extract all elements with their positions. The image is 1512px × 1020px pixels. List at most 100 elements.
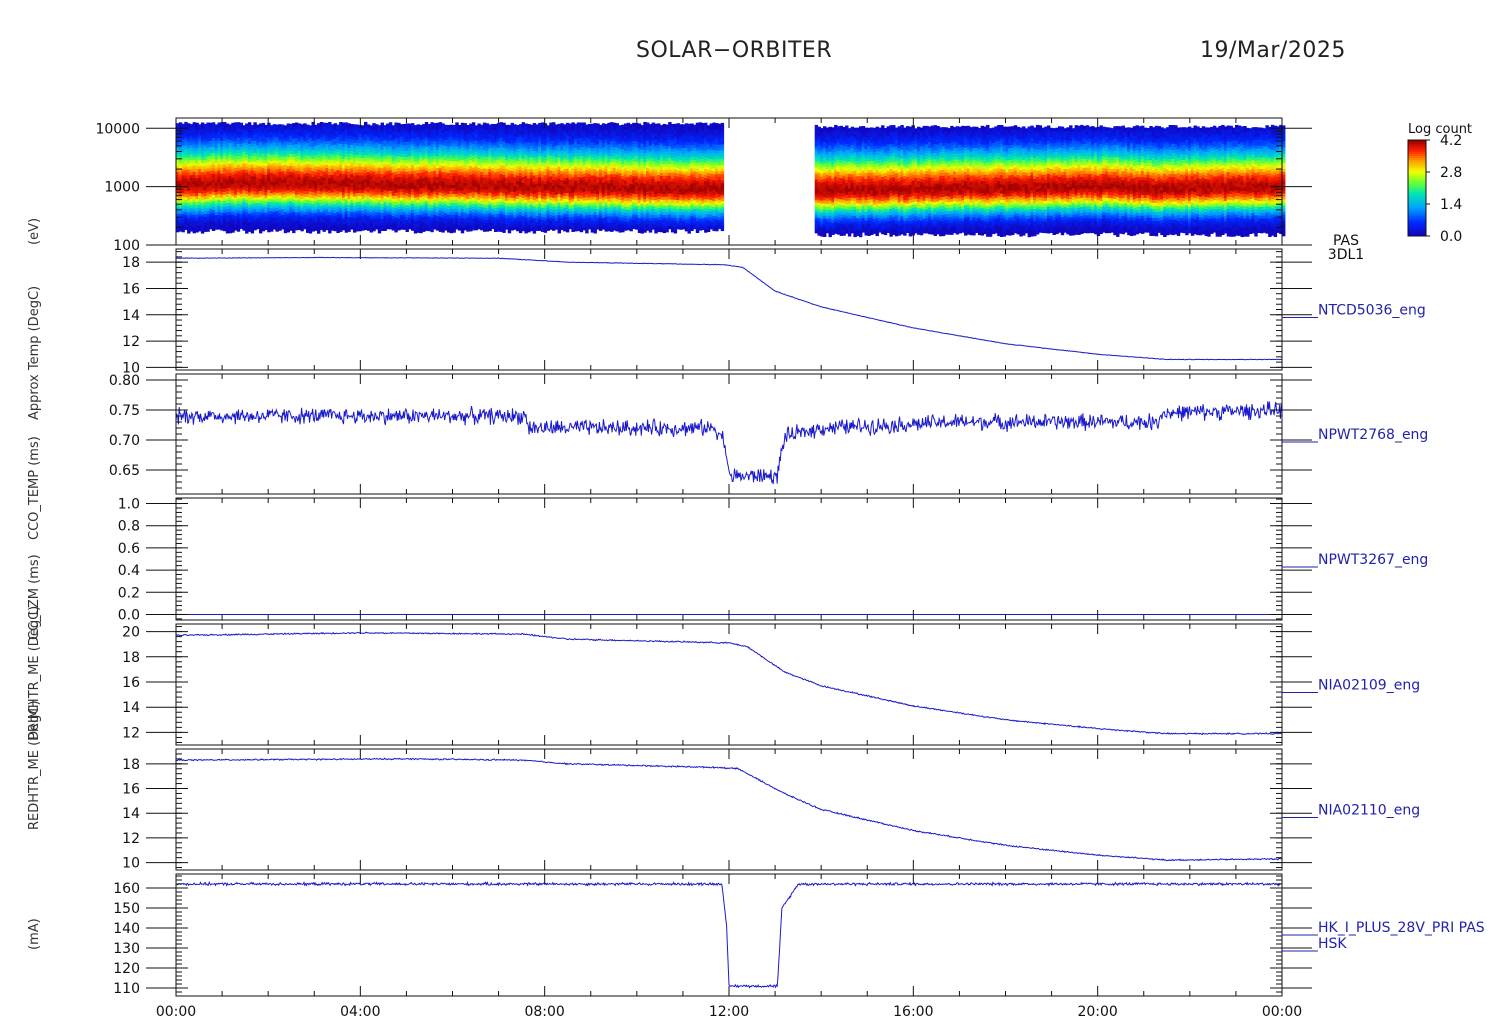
spectrogram-cell <box>494 180 498 185</box>
spectrogram-cell <box>435 188 440 192</box>
spectrogram-cell <box>333 135 337 139</box>
spectrogram-cell <box>319 163 324 168</box>
spectrogram-cell <box>195 150 199 154</box>
spectrogram-cell <box>220 221 224 225</box>
spectrogram-cell <box>518 202 523 206</box>
spectrogram-cell <box>256 214 260 218</box>
spectrogram-cell <box>317 172 321 176</box>
spectrogram-cell <box>458 183 462 187</box>
spectrogram-cell <box>195 165 199 169</box>
spectrogram-cell <box>535 206 539 211</box>
spectrogram-cell <box>430 210 434 214</box>
spectrogram-cell <box>333 179 337 184</box>
spectrogram-cell <box>300 124 304 128</box>
spectrogram-cell <box>245 230 249 234</box>
spectrogram-cell <box>330 174 335 178</box>
spectrogram-cell <box>275 177 279 182</box>
spectrogram-cell <box>552 221 556 225</box>
spectrogram-cell <box>325 197 329 201</box>
spectrogram-cell <box>289 156 293 160</box>
spectrogram-cell <box>372 179 376 184</box>
spectrogram-cell <box>339 143 343 147</box>
spectrogram-cell <box>518 223 523 228</box>
spectrogram-cell <box>372 197 376 202</box>
spectrogram-cell <box>253 176 257 180</box>
spectrogram-cell <box>441 192 445 197</box>
spectrogram-cell <box>361 157 365 161</box>
spectrogram-cell <box>538 224 542 228</box>
spectrogram-cell <box>377 193 382 198</box>
spectrogram-cell <box>223 158 227 162</box>
spectrogram-cell <box>297 158 302 163</box>
spectrogram-cell <box>408 190 412 195</box>
spectrogram-cell <box>430 207 434 211</box>
spectrogram-cell <box>554 139 559 143</box>
spectrogram-cell <box>502 226 506 230</box>
spectrogram-cell <box>380 203 384 207</box>
spectrogram-cell <box>267 140 271 145</box>
spectrogram-cell <box>516 172 520 176</box>
spectrogram-cell <box>402 162 407 166</box>
spectrogram-cell <box>391 215 396 219</box>
spectrogram-cell <box>270 128 274 132</box>
spectrogram-cell <box>422 153 426 158</box>
spectrogram-cell <box>339 216 343 220</box>
spectrogram-cell <box>195 228 199 233</box>
spectrogram-cell <box>380 206 384 210</box>
spectrogram-cell <box>513 188 517 192</box>
spectrogram-cell <box>424 218 429 222</box>
spectrogram-cell <box>231 125 235 130</box>
spectrogram-cell <box>469 201 473 205</box>
spectrogram-cell <box>521 191 525 196</box>
spectrogram-cell <box>292 129 296 133</box>
spectrogram-cell <box>225 126 230 131</box>
spectrogram-cell <box>308 188 313 192</box>
spectrogram-cell <box>267 168 271 172</box>
spectrogram-cell <box>494 198 498 203</box>
spectrogram-cell <box>419 169 423 174</box>
spectrogram-cell <box>441 162 445 167</box>
spectrogram-cell <box>292 153 296 158</box>
spectrogram-cell <box>297 182 302 186</box>
spectrogram-cell <box>317 217 321 222</box>
spectrogram-cell <box>225 172 230 176</box>
spectrogram-cell <box>480 197 484 202</box>
spectrogram-cell <box>317 190 321 194</box>
spectrogram-cell <box>413 146 418 150</box>
spectrogram-cell <box>529 160 534 164</box>
spectrogram-cell <box>344 162 349 166</box>
spectrogram-cell <box>494 228 498 232</box>
spectrogram-cell <box>272 179 277 183</box>
spectrogram-cell <box>441 213 445 218</box>
spectrogram-cell <box>499 143 503 147</box>
spectrogram-cell <box>228 127 232 131</box>
spectrogram-cell <box>480 183 484 187</box>
spectrogram-cell <box>283 161 288 165</box>
spectrogram-cell <box>220 137 224 141</box>
spectrogram-cell <box>507 163 512 168</box>
spectrogram-cell <box>449 124 454 129</box>
spectrogram-cell <box>366 153 371 158</box>
spectrogram-cell <box>400 153 404 157</box>
spectrogram-cell <box>297 188 302 192</box>
spectrogram-cell <box>505 148 509 152</box>
spectrogram-cell <box>444 215 448 219</box>
spectrogram-cell <box>353 229 357 233</box>
spectrogram-cell <box>444 212 448 216</box>
spectrogram-cell <box>369 172 373 177</box>
spectrogram-cell <box>427 138 431 143</box>
spectrogram-cell <box>480 151 484 155</box>
spectrogram-cell <box>549 152 553 156</box>
spectrogram-cell <box>200 159 205 163</box>
spectrogram-cell <box>297 208 302 213</box>
spectrogram-cell <box>552 161 556 165</box>
spectrogram-cell <box>176 222 180 227</box>
spectrogram-cell <box>422 222 426 226</box>
spectrogram-cell <box>543 177 548 182</box>
spectrogram-cell <box>286 210 290 215</box>
spectrogram-cell <box>458 206 462 211</box>
spectrogram-cell <box>460 122 465 127</box>
spectrogram-cell <box>529 201 534 205</box>
spectrogram-cell <box>518 184 523 188</box>
spectrogram-cell <box>311 179 315 184</box>
